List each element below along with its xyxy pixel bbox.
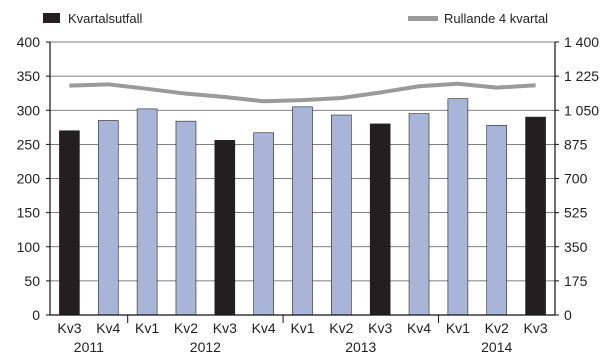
x-tick-label: Kv3: [213, 320, 237, 336]
year-label: 2013: [345, 339, 376, 353]
legend-label-rullande: Rullande 4 kvartal: [444, 11, 548, 26]
y-tick-label-left: 50: [24, 273, 40, 289]
y-tick-label-right: 875: [564, 136, 588, 152]
legend-label-kvartalsutfall: Kvartalsutfall: [68, 11, 143, 26]
x-tick-label: Kv2: [174, 320, 198, 336]
y-tick-label-left: 400: [17, 34, 41, 50]
bar: [214, 139, 236, 316]
year-label: 2011: [74, 339, 104, 353]
y-tick-label-right: 1 400: [564, 34, 599, 50]
bar: [59, 130, 80, 316]
bar: [331, 114, 352, 316]
x-tick-label: Kv1: [446, 320, 470, 336]
y-tick-label-right: 1 050: [564, 102, 599, 118]
legend-swatch-rullande: [408, 16, 438, 21]
y-tick-label-left: 200: [17, 171, 41, 187]
y-tick-label-right: 0: [564, 307, 572, 323]
legend-swatch-kvartalsutfall: [43, 13, 60, 23]
x-tick-label: Kv4: [252, 320, 276, 336]
x-tick-label: Kv2: [329, 320, 353, 336]
bar: [292, 106, 313, 316]
y-tick-label-right: 700: [564, 171, 588, 187]
axes: 0 50 100 150 200 250 300 350 400 0 175 350 525 700 875…: [17, 34, 600, 353]
year-label: 2014: [481, 339, 512, 353]
y-tick-label-left: 300: [17, 102, 41, 118]
y-tick-label-right: 1 225: [564, 68, 599, 84]
line-series: [69, 81, 536, 104]
x-tick-label: Kv2: [485, 320, 509, 336]
x-tick-label: Kv1: [135, 320, 159, 336]
x-tick-label: Kv4: [96, 320, 120, 336]
y-tick-label-right: 350: [564, 239, 588, 255]
y-tick-label-left: 0: [32, 307, 40, 323]
bar: [97, 120, 119, 316]
y-tick-label-right: 175: [564, 273, 588, 289]
x-tick-label: Kv4: [407, 320, 431, 336]
y-tick-label-left: 100: [17, 239, 41, 255]
bar: [486, 124, 508, 316]
legend: Kvartalsutfall Rullande 4 kvartal: [43, 11, 548, 26]
x-tick-label: Kv3: [524, 320, 548, 336]
bar: [525, 116, 546, 316]
x-tick-label: Kv3: [368, 320, 392, 336]
bar: [447, 98, 469, 316]
y-tick-label-right: 525: [564, 205, 588, 221]
year-label: 2012: [190, 339, 221, 353]
bar-series: [59, 98, 546, 316]
bar: [253, 132, 274, 316]
y-tick-label-left: 350: [17, 68, 41, 84]
bar: [408, 113, 430, 316]
y-tick-label-left: 150: [17, 205, 41, 221]
y-tick-label-left: 250: [17, 136, 41, 152]
bar: [136, 108, 158, 316]
x-tick-label: Kv3: [57, 320, 81, 336]
bar: [175, 120, 197, 316]
bar: [369, 123, 391, 316]
x-tick-label: Kv1: [290, 320, 314, 336]
